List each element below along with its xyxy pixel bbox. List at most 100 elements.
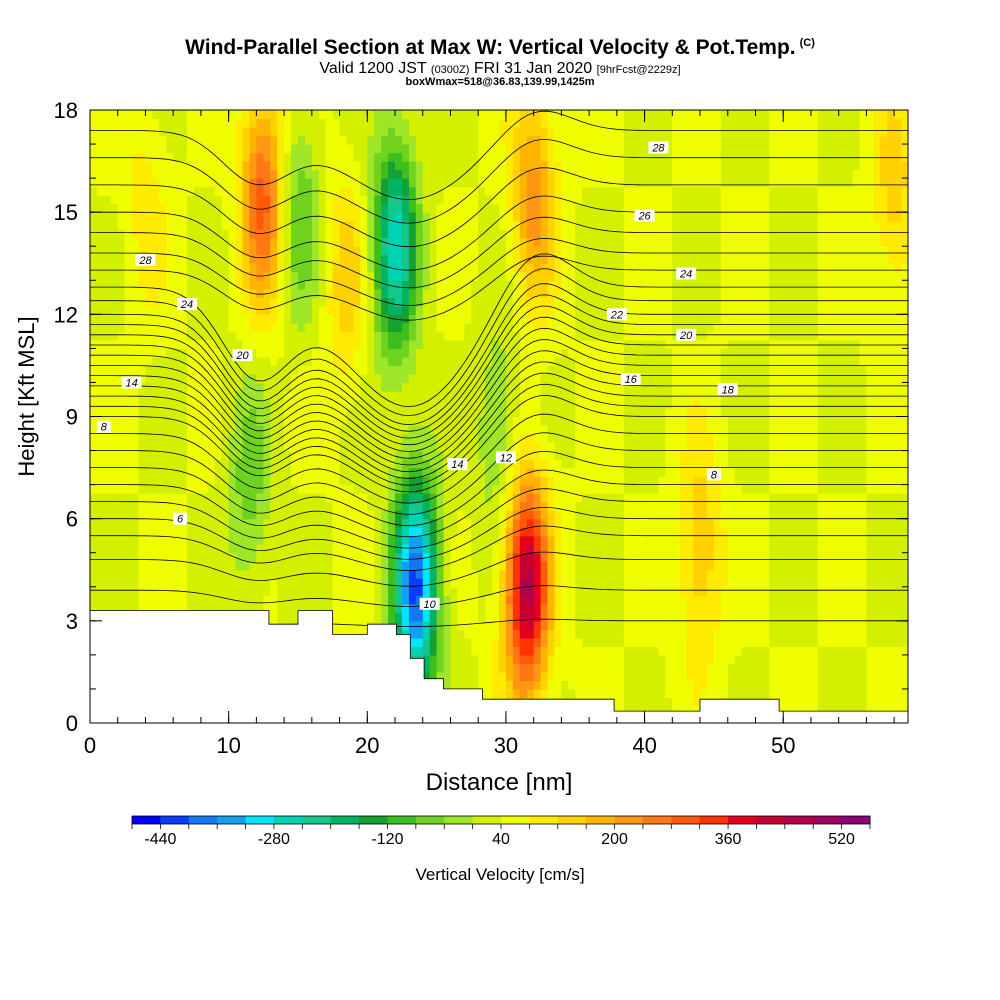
field-cell bbox=[297, 595, 306, 605]
field-cell bbox=[644, 671, 653, 682]
field-cell bbox=[159, 467, 167, 477]
field-cell bbox=[817, 476, 826, 486]
field-cell bbox=[284, 561, 292, 571]
field-cell bbox=[817, 612, 826, 622]
field-cell bbox=[464, 467, 472, 477]
field-cell bbox=[693, 459, 701, 469]
field-cell bbox=[422, 612, 431, 622]
field-cell bbox=[173, 603, 181, 613]
field-cell bbox=[596, 535, 604, 545]
field-cell bbox=[381, 399, 389, 409]
field-cell bbox=[810, 561, 819, 571]
field-cell bbox=[790, 688, 798, 699]
field-cell bbox=[200, 382, 209, 392]
field-cell bbox=[589, 407, 597, 418]
field-cell bbox=[214, 493, 223, 503]
field-cell bbox=[575, 663, 583, 673]
field-cell bbox=[547, 373, 556, 384]
field-cell bbox=[755, 510, 764, 520]
field-cell bbox=[817, 459, 826, 469]
field-cell bbox=[138, 535, 147, 545]
field-cell bbox=[187, 527, 195, 537]
field-cell bbox=[797, 510, 805, 520]
field-cell bbox=[831, 680, 840, 690]
field-cell bbox=[346, 450, 355, 460]
field-cell bbox=[166, 450, 174, 460]
field-cell bbox=[790, 552, 798, 562]
field-cell bbox=[110, 484, 119, 494]
field-cell bbox=[762, 365, 770, 375]
field-cell bbox=[464, 535, 472, 545]
field-cell bbox=[880, 612, 888, 622]
field-cell bbox=[720, 603, 729, 613]
field-cell bbox=[810, 459, 819, 469]
field-cell bbox=[249, 578, 257, 588]
field-cell bbox=[110, 544, 119, 554]
field-cell bbox=[457, 433, 465, 443]
field-cell bbox=[526, 646, 535, 656]
field-cell bbox=[492, 680, 500, 690]
field-cell bbox=[103, 450, 112, 460]
field-cell bbox=[457, 442, 465, 452]
field-cell bbox=[817, 620, 826, 630]
field-cell bbox=[665, 671, 673, 682]
field-cell bbox=[804, 586, 812, 596]
field-cell bbox=[720, 544, 729, 554]
field-cell bbox=[145, 493, 153, 503]
field-cell bbox=[790, 646, 798, 656]
field-cell bbox=[568, 399, 576, 409]
field-cell bbox=[838, 416, 847, 426]
field-cell bbox=[512, 467, 521, 477]
field-cell bbox=[221, 442, 230, 452]
field-cell bbox=[325, 493, 334, 503]
field-cell bbox=[304, 484, 313, 494]
field-cell bbox=[429, 373, 438, 384]
field-cell bbox=[395, 552, 403, 562]
field-cell bbox=[429, 535, 438, 545]
field-cell bbox=[401, 493, 410, 503]
field-cell bbox=[547, 663, 556, 673]
field-cell bbox=[602, 688, 611, 699]
field-cell bbox=[443, 390, 452, 401]
field-cell bbox=[173, 399, 181, 409]
field-cell bbox=[388, 603, 396, 613]
field-cell bbox=[727, 484, 736, 494]
field-cell bbox=[235, 535, 244, 545]
field-cell bbox=[582, 459, 590, 469]
field-cell bbox=[512, 637, 521, 647]
field-cell bbox=[124, 467, 133, 477]
field-cell bbox=[325, 569, 334, 579]
field-cell bbox=[533, 399, 542, 409]
field-cell bbox=[381, 561, 389, 571]
field-cell bbox=[381, 527, 389, 537]
field-cell bbox=[325, 442, 334, 452]
field-cell bbox=[686, 433, 694, 443]
field-cell bbox=[755, 450, 764, 460]
field-cell bbox=[783, 705, 791, 716]
field-cell bbox=[346, 425, 355, 435]
field-cell bbox=[401, 578, 410, 588]
field-cell bbox=[859, 373, 868, 384]
field-cell bbox=[401, 535, 410, 545]
field-cell bbox=[443, 501, 452, 511]
field-cell bbox=[623, 671, 632, 682]
field-cell bbox=[727, 603, 736, 613]
field-cell bbox=[346, 603, 355, 613]
field-cell bbox=[103, 493, 112, 503]
field-cell bbox=[395, 612, 403, 622]
field-cell bbox=[720, 535, 729, 545]
field-cell bbox=[374, 373, 382, 384]
field-cell bbox=[311, 518, 320, 528]
field-cell bbox=[713, 518, 722, 528]
field-cell bbox=[124, 390, 133, 401]
field-cell bbox=[693, 680, 701, 690]
field-cell bbox=[748, 484, 757, 494]
field-cell bbox=[693, 510, 701, 520]
field-cell bbox=[637, 620, 646, 630]
field-cell bbox=[526, 552, 535, 562]
field-cell bbox=[450, 680, 459, 690]
field-cell bbox=[464, 603, 472, 613]
field-cell bbox=[401, 561, 410, 571]
field-cell bbox=[284, 433, 292, 443]
field-cell bbox=[256, 518, 264, 528]
